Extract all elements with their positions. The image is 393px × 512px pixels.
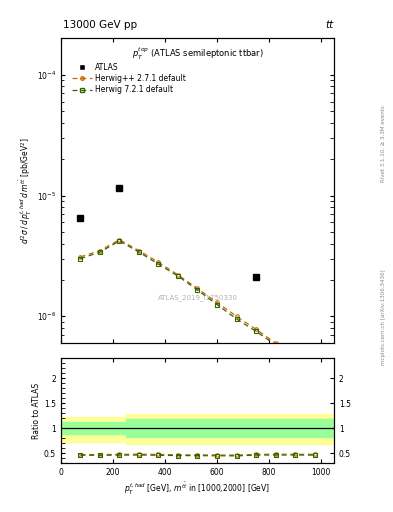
Text: Rivet 3.1.10, ≥ 3.3M events: Rivet 3.1.10, ≥ 3.3M events <box>381 105 386 182</box>
Legend: ATLAS, Herwig++ 2.7.1 default, Herwig 7.2.1 default: ATLAS, Herwig++ 2.7.1 default, Herwig 7.… <box>70 60 189 97</box>
Text: 13000 GeV pp: 13000 GeV pp <box>63 19 137 30</box>
X-axis label: $p_T^{t,had}$ [GeV], $m^{t\bar{t}}$ in [1000,2000] [GeV]: $p_T^{t,had}$ [GeV], $m^{t\bar{t}}$ in [… <box>124 481 271 498</box>
Text: ATLAS_2019_I1750330: ATLAS_2019_I1750330 <box>158 294 237 301</box>
Text: mcplots.cern.ch [arXiv:1306.3436]: mcplots.cern.ch [arXiv:1306.3436] <box>381 270 386 365</box>
Y-axis label: $d^2\sigma\,/\,d\,p_T^{t,had}\,d\,m^{t\bar{t}}$ [pb/GeV$^2$]: $d^2\sigma\,/\,d\,p_T^{t,had}\,d\,m^{t\b… <box>18 137 34 244</box>
Text: tt: tt <box>326 19 334 30</box>
Y-axis label: Ratio to ATLAS: Ratio to ATLAS <box>32 383 41 439</box>
Text: $p_T^{top}$ (ATLAS semileptonic ttbar): $p_T^{top}$ (ATLAS semileptonic ttbar) <box>132 46 263 62</box>
